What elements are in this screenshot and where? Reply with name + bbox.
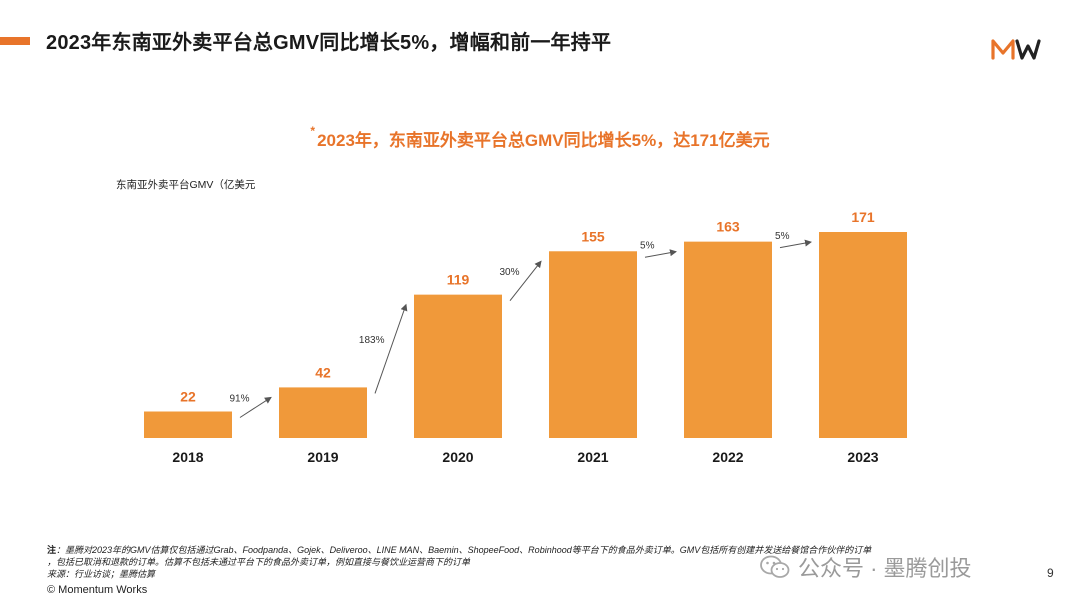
page-number: 9 [1047,566,1054,580]
growth-arrow-2019 [239,396,272,418]
category-label-2018: 2018 [172,449,203,465]
category-label-2019: 2019 [307,449,338,465]
note-label: 注 [47,545,57,555]
page-title: 2023年东南亚外卖平台总GMV同比增长5%，增幅和前一年持平 [46,32,612,54]
note-line-2: ，包括已取消和退款的订单。估算不包括未通过平台下的食品外卖订单，例如直接与餐饮业… [47,557,471,568]
title-accent-bar [0,37,30,45]
value-label-2020: 119 [447,272,470,288]
category-label-2020: 2020 [442,449,473,465]
value-label-2021: 155 [581,228,605,244]
value-label-2023: 171 [851,209,875,225]
wechat-icon [760,555,790,578]
chart-title: * 2023年，东南亚外卖平台总GMV同比增长5%，达171亿美元 [0,124,1080,151]
footnote: 注：墨腾对2023年的GMV估算仅包括通过Grab、Foodpanda、Goje… [47,544,927,581]
category-label-2021: 2021 [577,449,608,465]
bar-2018 [144,411,232,438]
growth-label-2019: 91% [229,393,249,404]
growth-label-2020: 183% [359,335,385,346]
momentum-works-logo: MW [991,39,1041,60]
chart-title-marker: * [310,124,316,138]
growth-label-2023: 5% [775,231,790,242]
wechat-watermark: 公众号 · 墨腾创投 [760,552,972,582]
bar-2023 [819,232,907,438]
wechat-label: 公众号 · 墨腾创投 [798,556,972,581]
source-note: 来源：行业访谈；墨腾估算 [47,569,156,580]
value-label-2022: 163 [716,219,740,235]
value-label-2019: 42 [315,364,331,380]
growth-arrow-2023 [779,239,812,249]
y-axis-label: 东南亚外卖平台GMV（亿美元 [116,179,256,191]
growth-label-2021: 30% [499,267,519,278]
bar-2020 [414,294,502,438]
chart-title-text: 2023年，东南亚外卖平台总GMV同比增长5%，达171亿美元 [317,131,770,150]
growth-arrow-2020 [374,303,408,394]
note-line-1: ：墨腾对2023年的GMV估算仅包括通过Grab、Foodpanda、Gojek… [56,545,872,555]
growth-arrow-2021 [509,260,542,301]
category-label-2023: 2023 [847,449,878,465]
value-label-2018: 22 [180,388,196,404]
bar-2019 [279,387,367,438]
growth-label-2022: 5% [640,240,655,251]
category-label-2022: 2022 [712,449,743,465]
growth-arrow-2022 [644,249,677,258]
bar-2021 [549,251,637,438]
copyright: © Momentum Works [47,584,148,596]
bar-2022 [684,241,772,438]
